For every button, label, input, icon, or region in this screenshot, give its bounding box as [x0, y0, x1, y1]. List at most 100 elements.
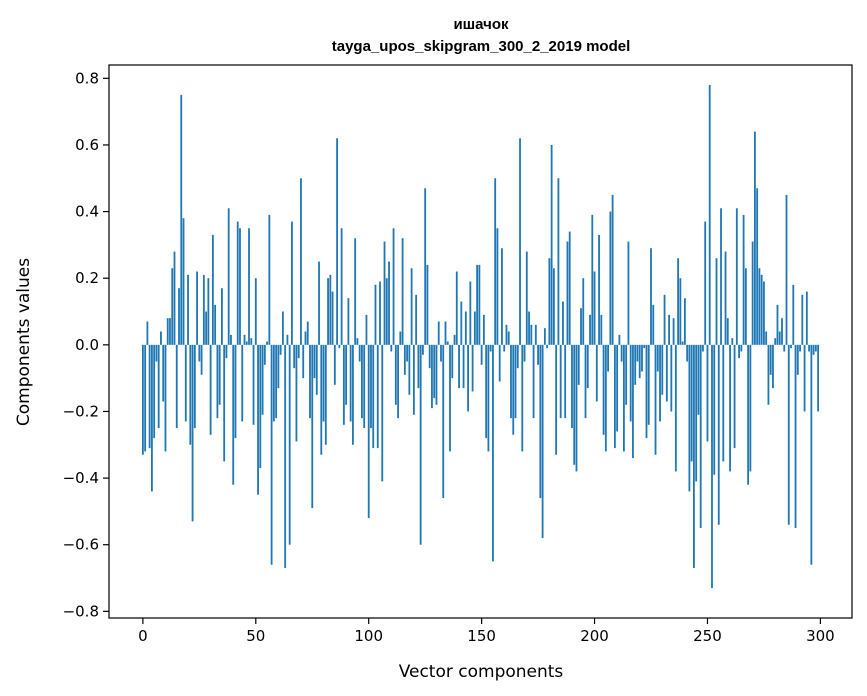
bar-53: [261, 344, 264, 415]
bar-148: [476, 264, 479, 345]
bar-179: [546, 344, 549, 349]
bar-289: [794, 344, 797, 529]
bar-174: [534, 324, 537, 345]
x-tick-label: 300: [806, 627, 835, 645]
bar-165: [514, 344, 517, 419]
y-tick-label: 0.0: [75, 336, 99, 354]
bar-112: [394, 344, 397, 405]
bar-12: [169, 318, 171, 345]
bar-185: [559, 344, 562, 419]
bar-98: [363, 344, 366, 429]
bar-154: [489, 344, 492, 352]
bar-231: [663, 294, 666, 345]
bar-200: [593, 271, 596, 345]
bar-73: [306, 321, 309, 345]
bar-138: [453, 334, 456, 345]
bar-181: [550, 144, 553, 345]
bar-214: [625, 344, 628, 405]
bar-139: [455, 271, 458, 345]
bar-208: [611, 194, 614, 345]
bar-162: [507, 331, 510, 345]
bar-180: [548, 258, 551, 345]
bar-164: [512, 344, 515, 435]
bar-145: [469, 281, 472, 345]
bar-262: [733, 344, 736, 449]
bar-173: [532, 344, 535, 419]
bar-104: [376, 344, 379, 449]
bar-76: [313, 344, 316, 379]
bar-152: [485, 344, 488, 439]
bar-142: [462, 344, 465, 389]
bar-195: [582, 278, 585, 345]
bar-243: [690, 344, 693, 462]
bar-45: [243, 334, 246, 345]
bar-297: [812, 344, 815, 355]
bar-102: [372, 344, 375, 449]
bar-123: [419, 344, 422, 545]
bar-69: [297, 344, 300, 359]
bar-111: [392, 228, 395, 345]
bar-197: [586, 344, 589, 389]
bar-52: [259, 344, 262, 469]
bar-96: [358, 344, 361, 362]
bar-192: [575, 344, 578, 472]
bar-105: [379, 281, 381, 345]
bar-199: [591, 214, 594, 345]
bar-183: [555, 344, 558, 455]
bar-77: [315, 344, 318, 395]
bar-101: [370, 344, 372, 429]
bar-93: [352, 344, 354, 445]
bar-270: [751, 241, 754, 345]
bar-282: [778, 331, 781, 345]
x-tick-label: 50: [246, 627, 265, 645]
bar-146: [471, 344, 474, 392]
bar-193: [577, 344, 580, 385]
chart-title-line-1: ишачок: [453, 16, 509, 33]
bar-79: [320, 344, 323, 455]
bar-0: [141, 344, 144, 455]
y-axis: −0.8 −0.6 −0.4 −0.2 0.0 0.2 0.4 0.6 0.8: [63, 69, 109, 620]
bar-35: [221, 288, 223, 345]
bar-159: [501, 248, 503, 345]
bar-33: [216, 344, 219, 419]
bar-34: [218, 344, 221, 405]
bar-90: [345, 344, 348, 405]
bar-41: [234, 344, 237, 439]
bar-131: [437, 321, 440, 345]
bar-30: [209, 344, 212, 435]
bar-103: [374, 284, 377, 345]
bar-247: [699, 344, 702, 529]
bar-191: [573, 344, 576, 465]
bar-61: [279, 344, 282, 355]
bar-82: [327, 278, 329, 345]
bar-151: [482, 314, 485, 345]
bar-291: [799, 344, 801, 352]
bar-95: [356, 338, 359, 345]
bar-120: [412, 344, 415, 415]
y-tick-label: 0.2: [75, 269, 99, 287]
bar-137: [451, 344, 454, 379]
bar-80: [322, 344, 325, 422]
bar-233: [668, 314, 670, 345]
bar-241: [686, 344, 689, 362]
bar-293: [803, 344, 806, 412]
bar-4: [151, 344, 153, 492]
bar-1: [144, 344, 147, 452]
bar-97: [361, 344, 363, 419]
bar-205: [604, 344, 607, 452]
bar-144: [467, 344, 469, 412]
x-axis: 0 50 100 150 200 250 300: [138, 618, 835, 645]
bar-211: [618, 334, 621, 345]
bar-118: [408, 344, 411, 395]
bar-117: [406, 344, 409, 362]
bar-253: [713, 344, 716, 475]
bar-135: [446, 341, 449, 345]
bar-64: [286, 334, 289, 345]
bar-204: [602, 344, 605, 435]
bar-250: [706, 344, 709, 442]
bar-14: [173, 251, 176, 345]
bar-66: [291, 221, 293, 345]
bar-133: [442, 344, 445, 499]
bar-92: [349, 344, 352, 422]
bar-9: [162, 344, 165, 402]
